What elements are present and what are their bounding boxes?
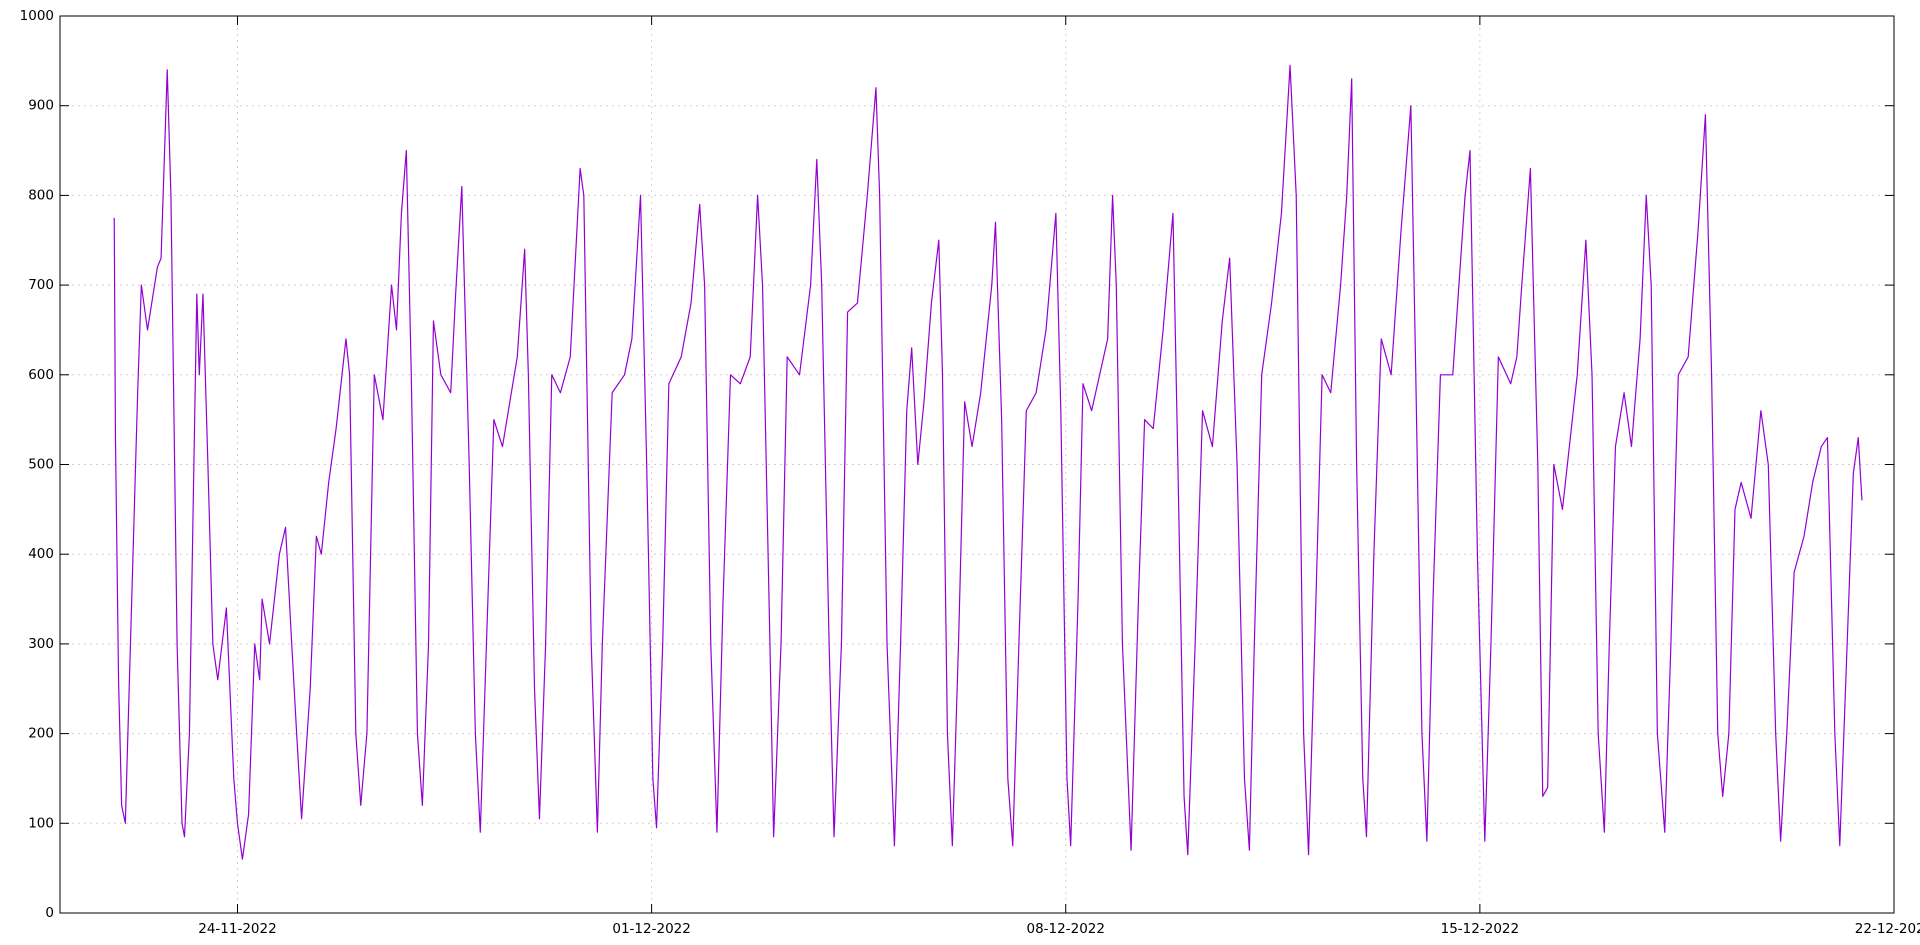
x-tick-label: 15-12-2022 bbox=[1441, 921, 1519, 937]
x-tick-label: 22-12-2022 bbox=[1855, 921, 1920, 937]
y-tick-label: 200 bbox=[28, 726, 54, 742]
y-tick-label: 1000 bbox=[20, 8, 54, 24]
y-tick-label: 300 bbox=[28, 636, 54, 652]
data-line bbox=[113, 64, 1863, 860]
y-tick-label: 700 bbox=[28, 277, 54, 293]
y-tick-label: 0 bbox=[45, 905, 54, 921]
y-tick-label: 600 bbox=[28, 367, 54, 383]
x-tick-label: 08-12-2022 bbox=[1027, 921, 1105, 937]
y-tick-label: 100 bbox=[28, 815, 54, 831]
y-tick-label: 500 bbox=[28, 457, 54, 473]
y-tick-label: 900 bbox=[28, 98, 54, 114]
plot-border bbox=[59, 15, 1895, 914]
y-tick-label: 400 bbox=[28, 546, 54, 562]
y-tick-label: 800 bbox=[28, 187, 54, 203]
x-tick-label: 01-12-2022 bbox=[612, 921, 690, 937]
x-tick-label: 24-11-2022 bbox=[198, 921, 276, 937]
